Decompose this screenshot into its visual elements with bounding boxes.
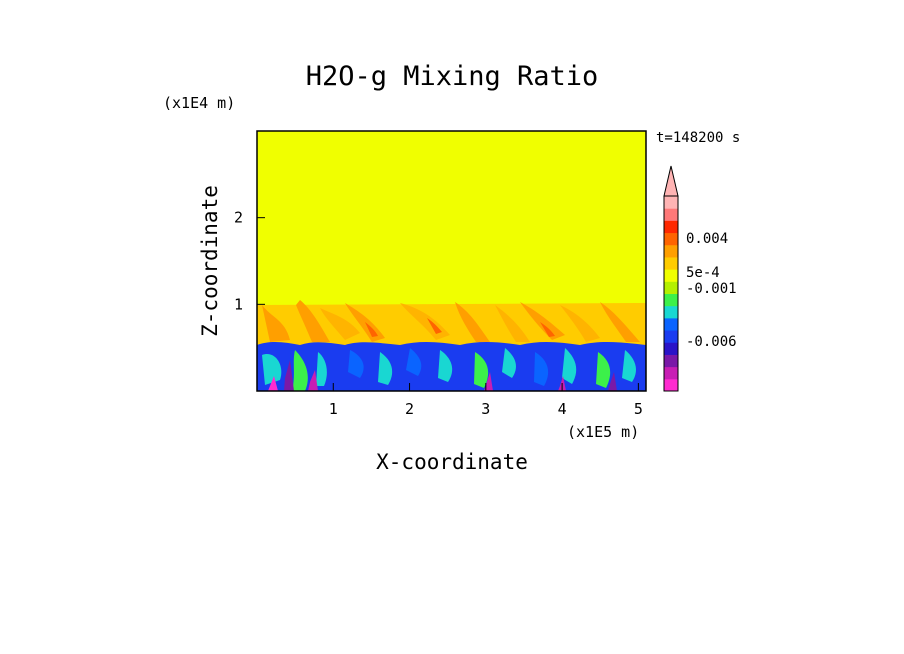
x-axis-label: X-coordinate xyxy=(376,450,528,474)
colorbar-segments xyxy=(664,196,678,392)
colorbar-labels: 0.004 5e-4 -0.001 -0.006 xyxy=(686,231,737,350)
colorbar-label: 5e-4 xyxy=(686,265,720,281)
colorbar-segment xyxy=(664,342,678,355)
colorbar-segment xyxy=(664,269,678,282)
colorbar-segment xyxy=(664,305,678,319)
x-tick-label: 4 xyxy=(558,400,567,418)
chart-title: H2O-g Mixing Ratio xyxy=(306,61,599,92)
field-lower-layer xyxy=(257,341,646,391)
colorbar-frame xyxy=(663,195,679,392)
colorbar-segment xyxy=(664,330,678,343)
colorbar-segment xyxy=(664,366,678,380)
colorbar-segment xyxy=(664,244,678,258)
colorbar-segment xyxy=(664,220,678,234)
y-axis-ticks: 12 xyxy=(234,209,265,313)
time-label: t=148200 s xyxy=(656,130,740,146)
colorbar-segment xyxy=(664,208,678,221)
colorbar-label: 0.004 xyxy=(686,231,728,247)
x-tick-label: 2 xyxy=(405,400,414,418)
y-tick-label: 1 xyxy=(234,295,243,313)
colorbar-segment xyxy=(664,354,678,368)
y-axis-unit: (x1E4 m) xyxy=(163,94,235,112)
field-transition-zone xyxy=(257,300,646,345)
colorbar-arrow xyxy=(663,165,679,197)
plot-frame xyxy=(256,130,647,392)
colorbar-segment xyxy=(664,196,678,209)
colorbar-segment xyxy=(664,378,678,392)
x-axis-unit: (x1E5 m) xyxy=(567,423,639,441)
colorbar-segment xyxy=(664,232,678,246)
x-tick-label: 3 xyxy=(481,400,490,418)
x-tick-label: 1 xyxy=(329,400,338,418)
x-axis-ticks: 1 2 3 4 5 xyxy=(329,383,643,418)
colorbar-label: -0.006 xyxy=(686,334,737,350)
colorbar: 0.004 5e-4 -0.001 -0.006 xyxy=(663,165,737,392)
x-tick-label: 5 xyxy=(634,400,643,418)
colorbar-label: -0.001 xyxy=(686,281,737,297)
colorbar-segment xyxy=(664,281,678,294)
colorbar-segment xyxy=(664,317,678,331)
heatmap-field xyxy=(257,131,646,391)
y-tick-label: 2 xyxy=(234,209,243,227)
colorbar-segment xyxy=(664,256,678,270)
colorbar-segment xyxy=(664,293,678,307)
y-axis-label: Z-coordinate xyxy=(198,185,222,337)
